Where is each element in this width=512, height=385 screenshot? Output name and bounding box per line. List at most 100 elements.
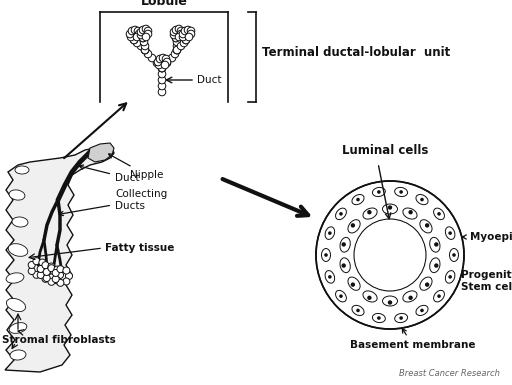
Circle shape bbox=[399, 316, 403, 320]
Ellipse shape bbox=[403, 291, 417, 302]
Circle shape bbox=[173, 46, 181, 54]
Text: Progenitor/
Stem cell: Progenitor/ Stem cell bbox=[450, 270, 512, 292]
Circle shape bbox=[316, 181, 464, 329]
Text: Lobule: Lobule bbox=[141, 0, 187, 8]
Circle shape bbox=[399, 190, 403, 194]
Circle shape bbox=[158, 64, 166, 72]
Circle shape bbox=[57, 280, 64, 286]
Circle shape bbox=[409, 296, 413, 300]
Ellipse shape bbox=[395, 187, 408, 197]
Text: Duct: Duct bbox=[79, 165, 139, 183]
Circle shape bbox=[437, 212, 441, 216]
Ellipse shape bbox=[325, 271, 335, 283]
Ellipse shape bbox=[8, 244, 28, 256]
Circle shape bbox=[154, 58, 162, 66]
Circle shape bbox=[449, 275, 452, 279]
Circle shape bbox=[159, 54, 167, 62]
Text: Duct: Duct bbox=[197, 75, 222, 85]
Circle shape bbox=[342, 242, 346, 247]
Circle shape bbox=[182, 36, 190, 44]
Ellipse shape bbox=[445, 227, 455, 239]
Circle shape bbox=[43, 275, 50, 281]
Text: Myoepithelial cells: Myoepithelial cells bbox=[462, 232, 512, 242]
Circle shape bbox=[135, 30, 143, 38]
Ellipse shape bbox=[430, 258, 440, 273]
Circle shape bbox=[173, 42, 181, 50]
Ellipse shape bbox=[363, 208, 377, 219]
Circle shape bbox=[37, 271, 44, 278]
Circle shape bbox=[133, 39, 141, 47]
Circle shape bbox=[339, 295, 343, 298]
Ellipse shape bbox=[416, 305, 428, 315]
Ellipse shape bbox=[382, 204, 397, 214]
Circle shape bbox=[172, 34, 180, 42]
Circle shape bbox=[141, 42, 149, 50]
Circle shape bbox=[328, 231, 332, 235]
Ellipse shape bbox=[348, 277, 360, 290]
Circle shape bbox=[66, 273, 73, 280]
Ellipse shape bbox=[12, 217, 28, 227]
Circle shape bbox=[354, 219, 426, 291]
Circle shape bbox=[434, 263, 438, 268]
Circle shape bbox=[162, 55, 170, 63]
Circle shape bbox=[139, 34, 147, 42]
Ellipse shape bbox=[340, 238, 350, 252]
Ellipse shape bbox=[15, 166, 29, 174]
Circle shape bbox=[175, 33, 183, 41]
Circle shape bbox=[342, 263, 346, 268]
Circle shape bbox=[148, 54, 156, 62]
Circle shape bbox=[144, 27, 152, 35]
Circle shape bbox=[367, 296, 372, 300]
Circle shape bbox=[39, 259, 46, 266]
Circle shape bbox=[54, 277, 61, 284]
Circle shape bbox=[351, 223, 355, 228]
Circle shape bbox=[144, 30, 152, 38]
Circle shape bbox=[158, 64, 166, 72]
Ellipse shape bbox=[322, 248, 331, 261]
Circle shape bbox=[388, 205, 392, 210]
Circle shape bbox=[137, 28, 145, 36]
Ellipse shape bbox=[335, 208, 347, 219]
Circle shape bbox=[156, 55, 164, 63]
Circle shape bbox=[377, 190, 381, 194]
Circle shape bbox=[42, 275, 49, 282]
Circle shape bbox=[131, 26, 139, 34]
Circle shape bbox=[180, 39, 188, 47]
Circle shape bbox=[182, 36, 190, 44]
Ellipse shape bbox=[395, 313, 408, 323]
Circle shape bbox=[425, 283, 430, 287]
Text: Nipple: Nipple bbox=[109, 154, 163, 180]
Ellipse shape bbox=[372, 313, 386, 323]
Circle shape bbox=[28, 261, 35, 268]
Ellipse shape bbox=[335, 290, 347, 302]
Circle shape bbox=[355, 220, 425, 290]
Circle shape bbox=[324, 253, 328, 257]
Circle shape bbox=[163, 59, 171, 67]
Ellipse shape bbox=[420, 277, 432, 290]
Circle shape bbox=[388, 300, 392, 305]
Circle shape bbox=[179, 30, 187, 38]
Circle shape bbox=[133, 33, 141, 41]
Circle shape bbox=[158, 64, 166, 72]
Circle shape bbox=[170, 28, 178, 36]
Circle shape bbox=[351, 283, 355, 287]
Ellipse shape bbox=[445, 271, 455, 283]
Circle shape bbox=[168, 54, 176, 62]
Text: Stromal fibroblasts: Stromal fibroblasts bbox=[2, 335, 116, 345]
Circle shape bbox=[173, 38, 181, 46]
Circle shape bbox=[41, 264, 49, 271]
Circle shape bbox=[328, 275, 332, 279]
Circle shape bbox=[317, 182, 463, 328]
Ellipse shape bbox=[352, 194, 364, 205]
Circle shape bbox=[170, 31, 178, 39]
Circle shape bbox=[141, 46, 149, 54]
Ellipse shape bbox=[340, 258, 350, 273]
Circle shape bbox=[177, 27, 185, 35]
Circle shape bbox=[409, 210, 413, 214]
Circle shape bbox=[185, 33, 193, 41]
Circle shape bbox=[139, 34, 147, 42]
Circle shape bbox=[63, 278, 70, 285]
Circle shape bbox=[339, 212, 343, 216]
Circle shape bbox=[175, 25, 183, 33]
Text: Luminal cells: Luminal cells bbox=[342, 144, 428, 157]
